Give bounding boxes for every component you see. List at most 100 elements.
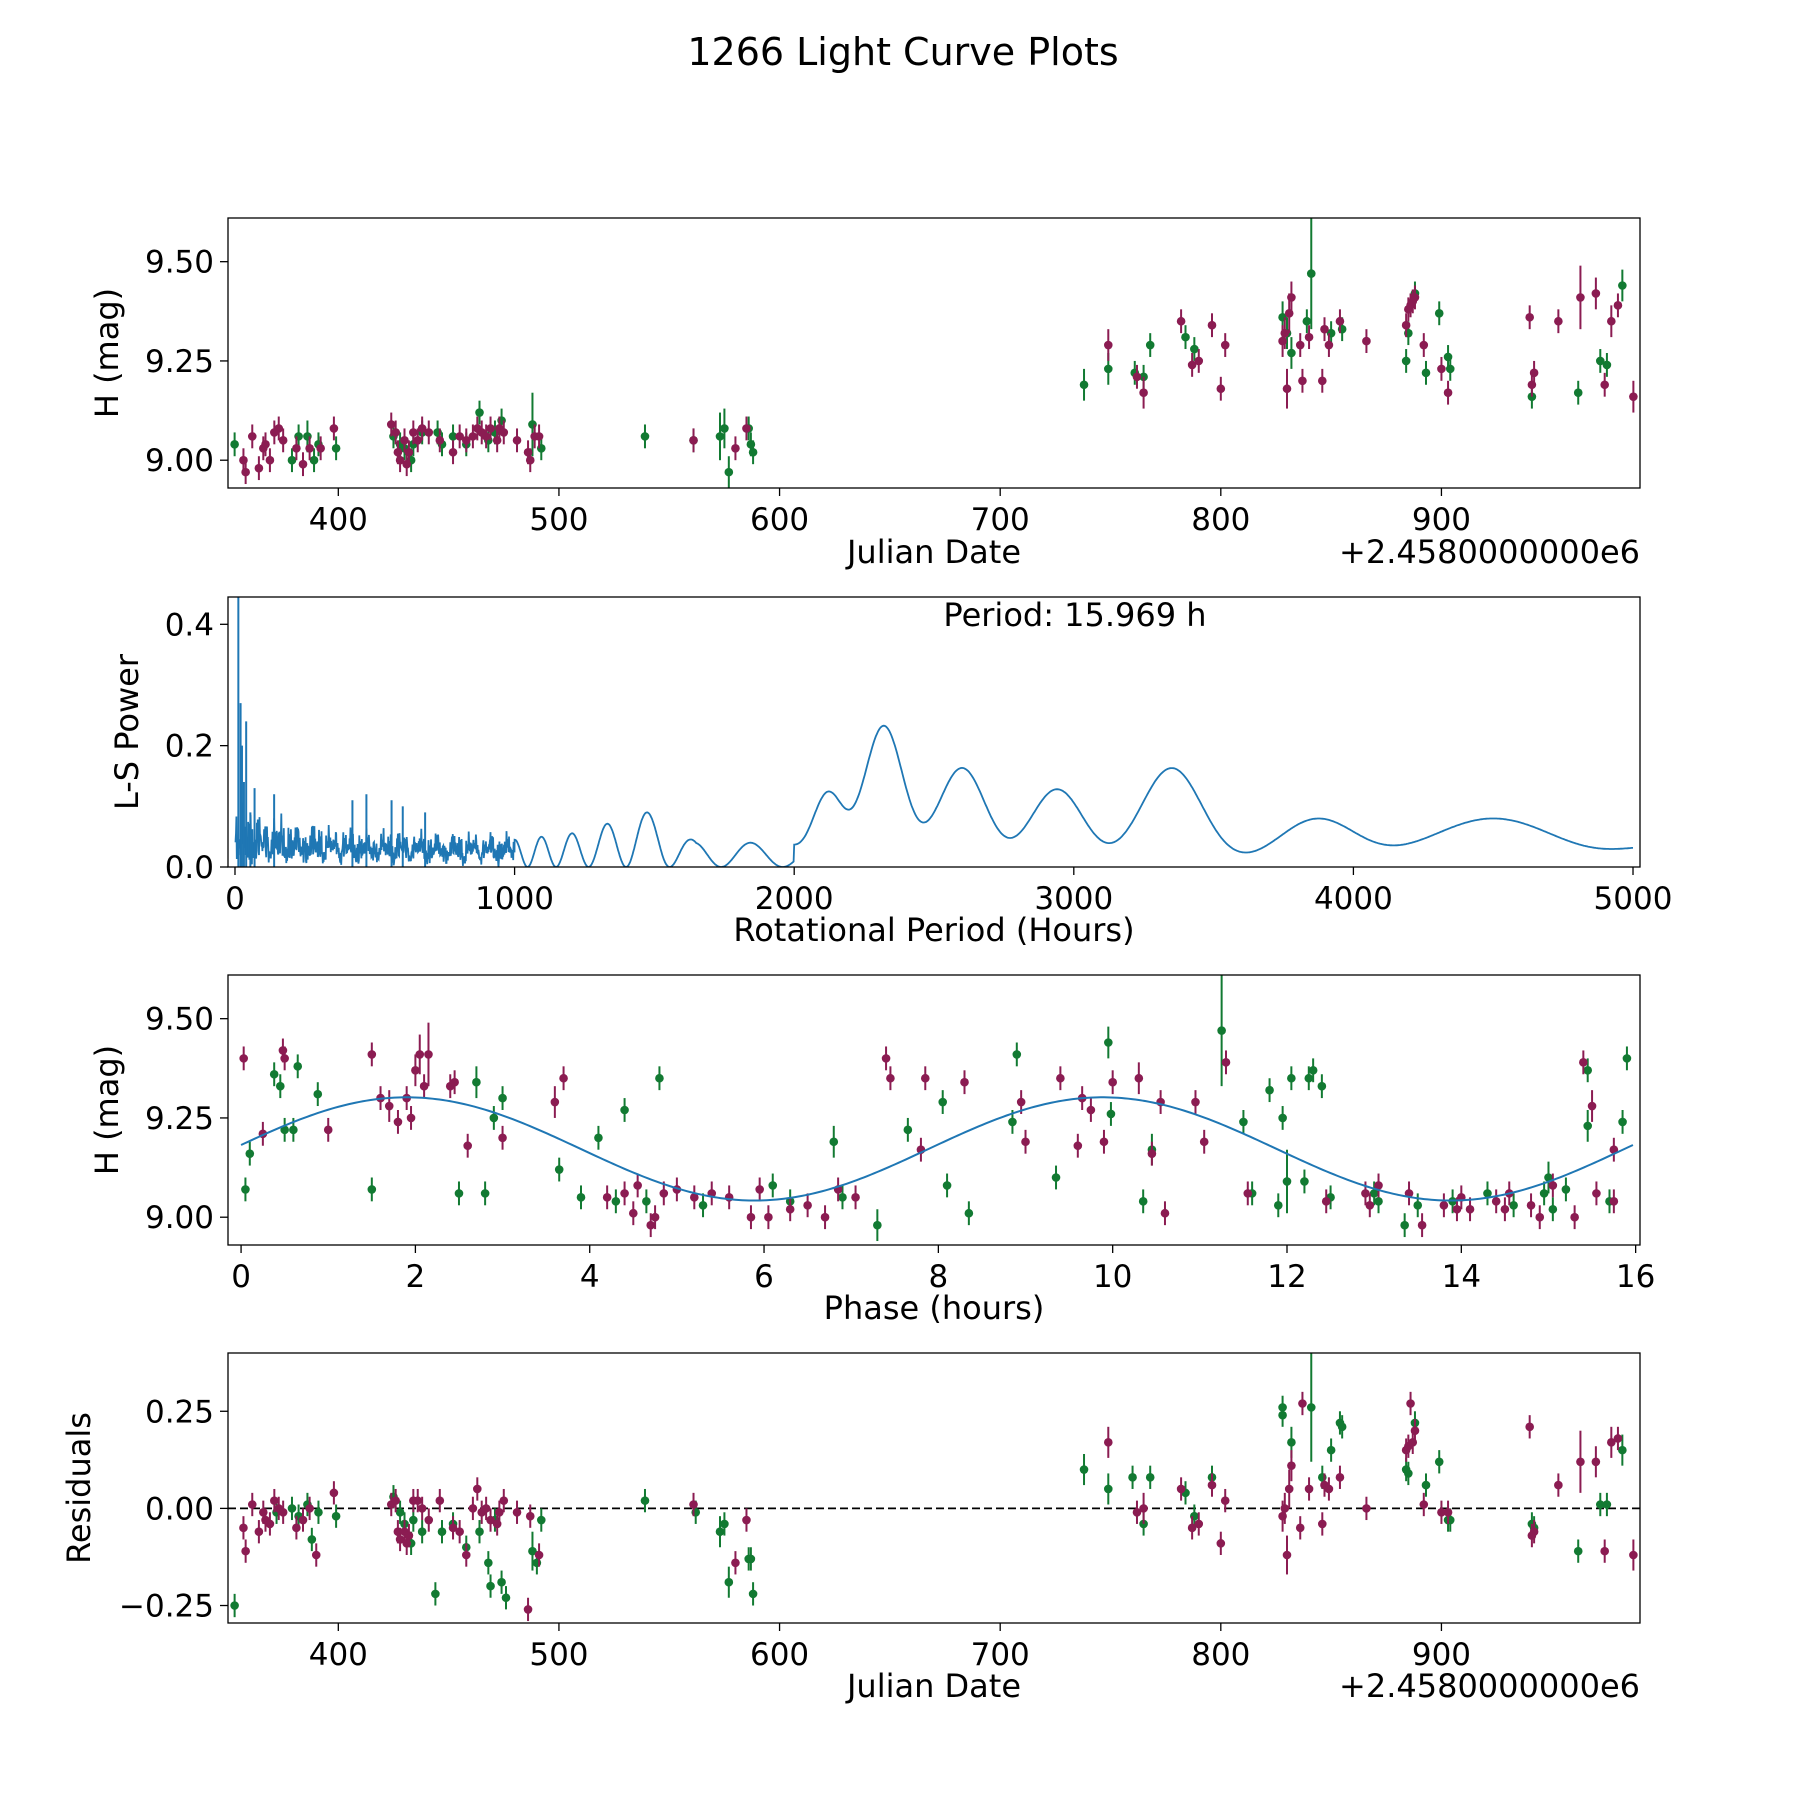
data-point <box>1287 348 1296 358</box>
data-point <box>536 1515 546 1525</box>
data-point <box>512 1507 522 1517</box>
data-point <box>1570 1212 1579 1222</box>
data-point <box>1525 1422 1534 1432</box>
data-point <box>1483 1189 1492 1198</box>
data-point <box>475 1527 484 1537</box>
data-point <box>241 1546 250 1556</box>
data-point <box>1104 1038 1113 1047</box>
data-point <box>1176 316 1186 326</box>
data-point <box>746 1554 756 1564</box>
x-offset-label: +2.4580000000e6 <box>1339 533 1640 571</box>
data-point <box>241 1185 250 1194</box>
data-point <box>1086 1105 1096 1115</box>
data-point <box>501 1593 511 1603</box>
data-point <box>463 1141 472 1151</box>
data-point <box>1079 1465 1089 1474</box>
data-point <box>1051 1173 1061 1182</box>
period-annotation: Period: 15.969 h <box>943 596 1206 634</box>
y-axis-label: L-S Power <box>108 653 146 810</box>
panel-periodogram: 0 1000 2000 3000 4000 5000 0.0 0.2 0.4 Rotational… <box>108 596 1672 949</box>
data-point <box>499 1496 509 1505</box>
data-point <box>1576 1457 1585 1467</box>
y-tick-label: 9.50 <box>145 1002 214 1038</box>
data-point <box>1273 1200 1283 1210</box>
data-point <box>731 443 740 453</box>
data-point <box>1600 380 1609 390</box>
data-point <box>1308 1065 1318 1075</box>
data-point <box>1602 1500 1612 1509</box>
data-point <box>239 1054 248 1063</box>
data-point <box>1369 1189 1379 1198</box>
data-point <box>481 1504 491 1513</box>
model-fit-curve <box>240 1096 1634 1202</box>
x-tick-label: 1000 <box>475 881 554 917</box>
data-point <box>576 1193 586 1202</box>
x-tick-label: 800 <box>1191 502 1250 538</box>
data-point <box>1304 1073 1314 1083</box>
data-point <box>690 1193 699 1202</box>
data-point <box>755 1185 764 1194</box>
data-point <box>435 436 445 445</box>
data-point <box>486 1515 495 1525</box>
data-point <box>1443 388 1453 398</box>
data-point <box>269 1069 279 1079</box>
data-point <box>230 1601 239 1610</box>
data-point <box>642 1197 651 1206</box>
data-point <box>1134 1073 1144 1083</box>
data-point <box>424 428 434 437</box>
x-offset-label: +2.4580000000e6 <box>1339 1667 1640 1705</box>
data-point <box>1298 376 1307 386</box>
data-point <box>450 1077 459 1087</box>
data-point <box>528 1546 537 1556</box>
data-point <box>1573 388 1583 398</box>
data-point <box>331 443 341 453</box>
x-tick-label: 400 <box>309 1637 368 1673</box>
data-point <box>448 447 458 457</box>
data-point <box>611 1197 621 1206</box>
data-point <box>461 1550 471 1560</box>
data-point <box>1079 380 1089 390</box>
data-point <box>431 1589 440 1599</box>
data-point <box>1220 340 1230 350</box>
data-point <box>1287 1461 1296 1470</box>
data-point <box>1304 1484 1314 1494</box>
data-point <box>724 1577 734 1587</box>
data-point <box>1265 1085 1274 1095</box>
data-point <box>1324 1484 1334 1494</box>
data-point <box>873 1220 882 1230</box>
data-point <box>1103 1438 1113 1447</box>
data-point <box>960 1077 969 1087</box>
data-point <box>1465 1204 1475 1214</box>
data-point <box>1437 364 1446 374</box>
data-point <box>367 1185 377 1194</box>
data-point <box>498 1133 507 1143</box>
data-point <box>1579 1058 1588 1067</box>
data-point <box>720 424 729 433</box>
data-point <box>1335 316 1345 326</box>
data-point <box>1491 1197 1501 1206</box>
data-point <box>270 1496 279 1505</box>
data-point <box>481 432 491 441</box>
data-point <box>468 1504 478 1513</box>
y-tick-label: 9.00 <box>145 443 214 479</box>
data-point <box>1147 1149 1157 1158</box>
panel-residuals: 400 500 600 700 800 900 −0.25 0.00 0.25 Julian Da… <box>60 1352 1641 1705</box>
y-axis-label: Residuals <box>60 1412 98 1564</box>
data-point <box>247 432 257 441</box>
data-point <box>241 467 250 477</box>
data-point <box>720 1519 729 1529</box>
data-point <box>1099 1137 1109 1147</box>
data-point <box>602 1193 612 1202</box>
data-point <box>1337 1422 1347 1432</box>
periodogram-data <box>234 597 1633 867</box>
data-point <box>698 1200 708 1210</box>
data-point <box>1306 1403 1316 1412</box>
data-point <box>307 1535 317 1544</box>
data-point <box>472 1077 481 1087</box>
x-tick-label: 800 <box>1191 1637 1250 1673</box>
x-tick-label: 700 <box>971 1637 1030 1673</box>
phased-frame <box>227 974 1641 1246</box>
data-point <box>280 1125 289 1135</box>
data-point <box>274 424 284 433</box>
